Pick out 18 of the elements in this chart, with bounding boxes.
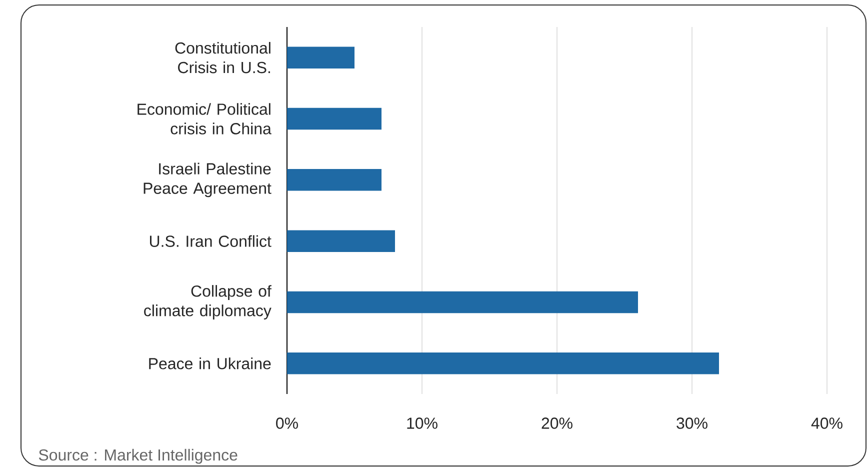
y-tick-label: Economic/ Political crisis in China bbox=[138, 103, 272, 134]
bar bbox=[287, 230, 395, 252]
x-tick-label: 10% bbox=[407, 418, 438, 429]
y-tick-label: U.S. Iran Conflict bbox=[150, 235, 272, 247]
source-note: Source : Market Intelligence bbox=[38, 448, 238, 464]
x-tick-label: 30% bbox=[676, 418, 708, 429]
bar bbox=[287, 46, 354, 68]
x-tick-label: 20% bbox=[542, 418, 572, 429]
y-tick-label: Constitutional Crisis in U.S. bbox=[175, 42, 270, 74]
bar bbox=[287, 352, 719, 374]
x-tick-label: 40% bbox=[811, 418, 842, 429]
bar bbox=[287, 108, 382, 130]
y-tick-label: Israeli Palestine Peace Agreement bbox=[144, 162, 272, 198]
x-tick-label: 0% bbox=[276, 418, 298, 429]
y-tick-label: Collapse of climate diplomacy bbox=[144, 285, 272, 320]
y-tick-label: Peace in Ukraine bbox=[149, 358, 271, 370]
bar bbox=[287, 291, 638, 314]
bar bbox=[287, 169, 382, 191]
